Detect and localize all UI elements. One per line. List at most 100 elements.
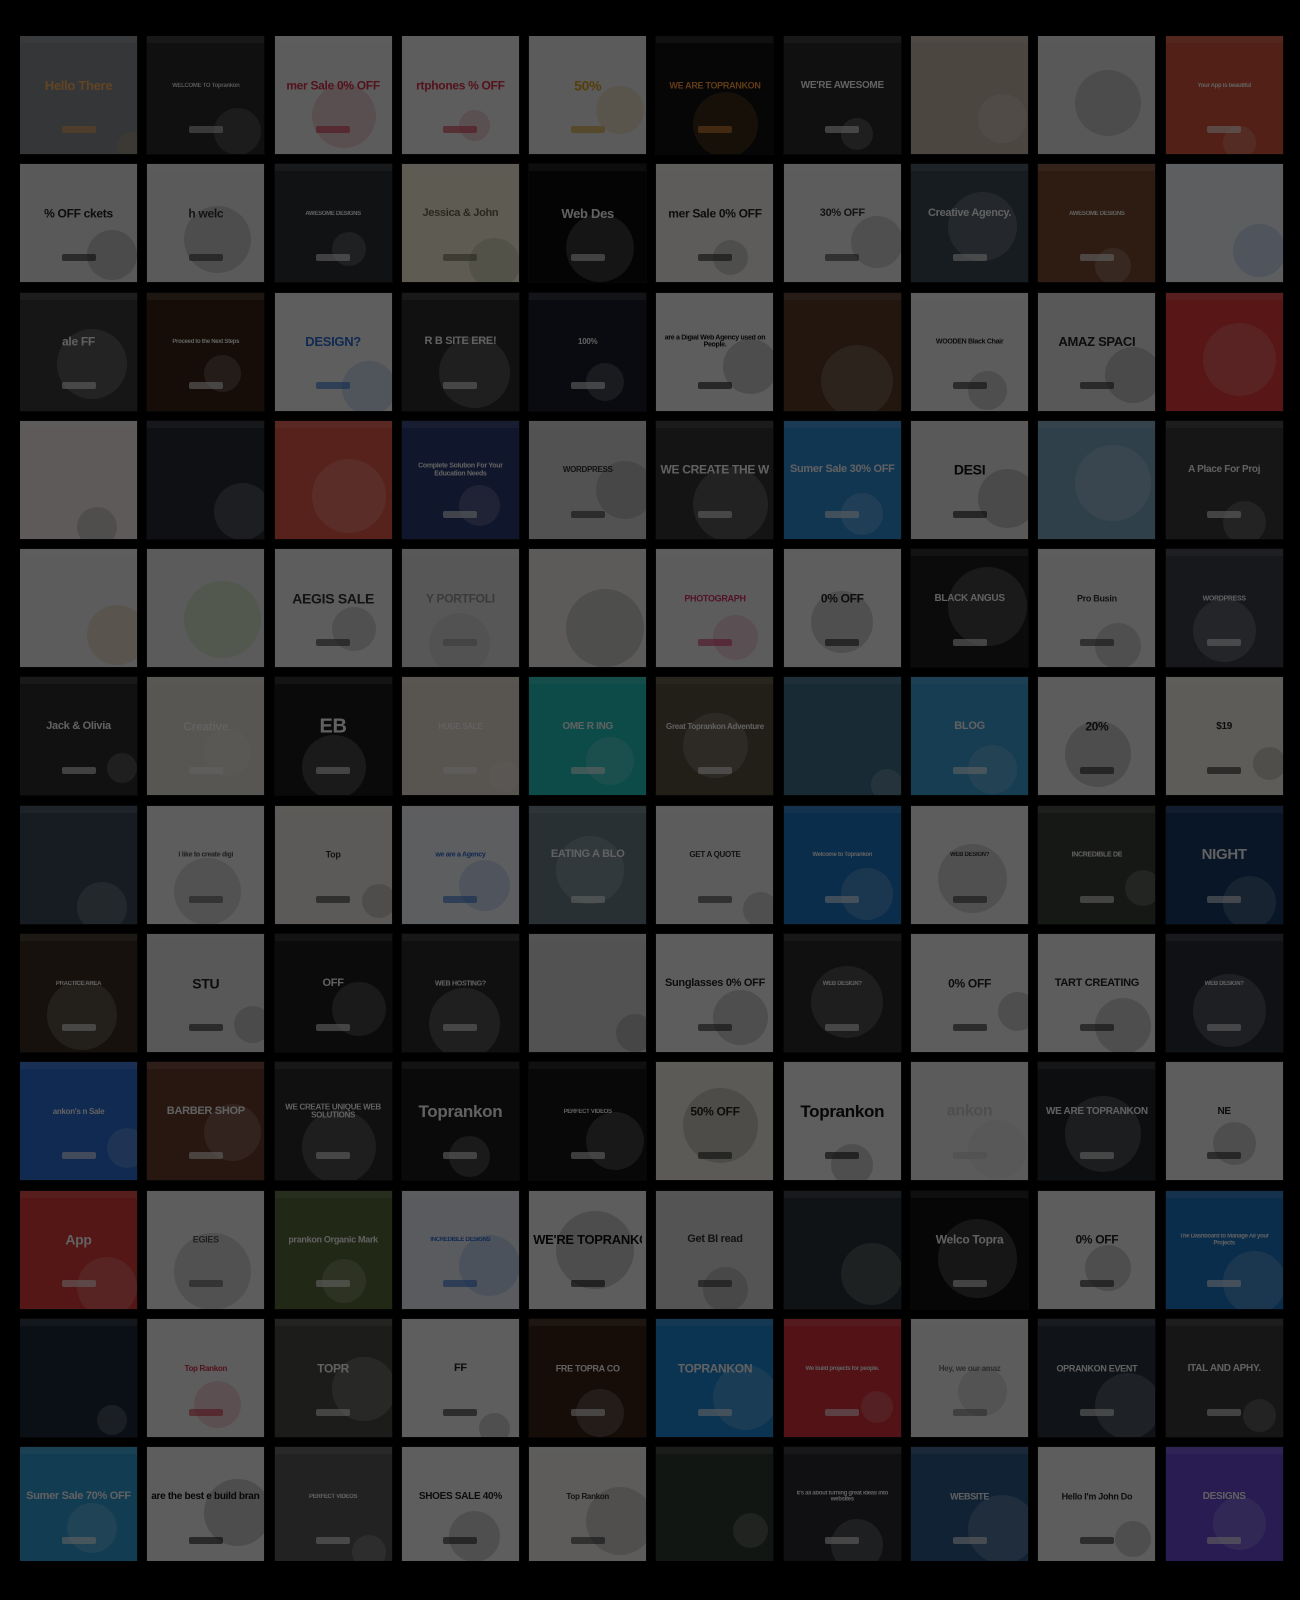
- thumbnail-image-shape: [1242, 1398, 1276, 1432]
- thumbnail-nav-bar: [401, 164, 519, 172]
- thumbnail-headline: WE'RE TOPRANKON.: [533, 1233, 642, 1248]
- thumbnail-nav-bar: [656, 1190, 774, 1198]
- thumbnail-cta-button: [61, 125, 96, 133]
- thumbnail-cta-button: [1207, 1537, 1242, 1545]
- theme-thumbnail: R B SITE ERE!: [401, 292, 519, 411]
- theme-thumbnail: WEB DESIGN?: [911, 805, 1029, 924]
- thumbnail-nav-bar: [274, 292, 392, 300]
- theme-preview-mosaic: Hello There WELCOME TO Toprankon mer Sale …: [20, 36, 1284, 1561]
- thumbnail-cta-button: [61, 1152, 96, 1160]
- theme-thumbnail: 50%: [529, 36, 647, 154]
- theme-thumbnail: EB: [274, 677, 392, 796]
- thumbnail-nav-bar: [401, 677, 519, 685]
- thumbnail-cta-button: [952, 1023, 987, 1031]
- thumbnail-headline: PERFECT VIDEOS: [309, 1493, 358, 1500]
- thumbnail-nav-bar: [147, 1190, 265, 1198]
- thumbnail-nav-bar: [783, 934, 901, 942]
- thumbnail-image-shape: [713, 615, 759, 661]
- thumbnail-image-shape: [107, 753, 137, 784]
- thumbnail-headline: ITAL AND APHY.: [1187, 1363, 1261, 1374]
- thumbnail-nav-bar: [20, 934, 137, 942]
- theme-thumbnail: Hello I'm John Do: [1038, 1447, 1156, 1561]
- theme-thumbnail: TART CREATING: [1038, 934, 1156, 1053]
- thumbnail-nav-bar: [911, 805, 1029, 813]
- thumbnail-cta-button: [316, 638, 351, 646]
- thumbnail-cta-button: [952, 510, 987, 518]
- theme-thumbnail: WEB HOSTING?: [401, 934, 519, 1053]
- theme-thumbnail: NE: [1165, 1062, 1283, 1181]
- theme-thumbnail: ITAL AND APHY.: [1165, 1318, 1283, 1437]
- theme-thumbnail: We build projects for people.: [783, 1318, 901, 1437]
- thumbnail-nav-bar: [274, 934, 392, 942]
- thumbnail-nav-bar: [1038, 677, 1156, 685]
- thumbnail-image-shape: [301, 735, 366, 796]
- thumbnail-headline: INCREDIBLE DE: [1071, 851, 1123, 859]
- thumbnail-nav-bar: [1038, 1190, 1156, 1198]
- thumbnail-headline: Welco Topra: [935, 1233, 1004, 1247]
- thumbnail-nav-bar: [1165, 1318, 1283, 1326]
- thumbnail-nav-bar: [274, 677, 392, 685]
- thumbnail-image-shape: [301, 1110, 376, 1181]
- thumbnail-cta-button: [697, 1023, 732, 1031]
- thumbnail-nav-bar: [20, 1190, 137, 1198]
- thumbnail-image-shape: [1075, 444, 1152, 521]
- thumbnail-nav-bar: [529, 1062, 647, 1070]
- thumbnail-headline: Hello There: [44, 78, 113, 93]
- theme-thumbnail: Hey, we our amaz: [911, 1318, 1029, 1437]
- thumbnail-image-shape: [1105, 346, 1156, 403]
- thumbnail-cta-button: [952, 638, 987, 646]
- thumbnail-cta-button: [1079, 1408, 1114, 1416]
- thumbnail-nav-bar: [1165, 36, 1283, 43]
- thumbnail-headline: EB: [319, 716, 347, 738]
- thumbnail-headline: 20%: [1085, 720, 1109, 734]
- thumbnail-cta-button: [443, 767, 478, 775]
- thumbnail-cta-button: [697, 767, 732, 775]
- thumbnail-image-shape: [174, 857, 242, 924]
- theme-thumbnail: Web Des: [529, 164, 647, 283]
- thumbnail-headline: we are a Agency: [435, 851, 486, 859]
- theme-thumbnail: % OFF ckets: [20, 164, 137, 283]
- thumbnail-cta-button: [316, 1280, 351, 1288]
- theme-thumbnail: ankon's n Sale: [20, 1062, 137, 1181]
- thumbnail-nav-bar: [20, 549, 137, 557]
- thumbnail-cta-button: [61, 1280, 96, 1288]
- theme-thumbnail: Great Toprankon Adventure: [656, 677, 774, 796]
- thumbnail-nav-bar: [1038, 292, 1156, 300]
- thumbnail-cta-button: [697, 895, 732, 903]
- theme-thumbnail: prankon Organic Mark: [274, 1190, 392, 1309]
- thumbnail-cta-button: [1079, 1023, 1114, 1031]
- theme-thumbnail: EGIES: [147, 1190, 265, 1309]
- thumbnail-headline: prankon Organic Mark: [288, 1235, 378, 1245]
- thumbnail-image-shape: [616, 1014, 647, 1053]
- thumbnail-nav-bar: [274, 1447, 392, 1455]
- thumbnail-cta-button: [952, 1537, 987, 1545]
- thumbnail-nav-bar: [147, 292, 265, 300]
- theme-thumbnail: 50% OFF: [656, 1062, 774, 1181]
- thumbnail-cta-button: [316, 1408, 351, 1416]
- thumbnail-image-shape: [743, 891, 774, 924]
- thumbnail-cta-button: [697, 125, 732, 133]
- thumbnail-nav-bar: [656, 677, 774, 685]
- thumbnail-nav-bar: [1165, 164, 1283, 172]
- thumbnail-image-shape: [830, 1144, 873, 1181]
- thumbnail-cta-button: [1079, 382, 1114, 390]
- thumbnail-nav-bar: [274, 1062, 392, 1070]
- theme-thumbnail: DESI: [911, 420, 1029, 539]
- thumbnail-nav-bar: [656, 805, 774, 813]
- thumbnail-cta-button: [570, 895, 605, 903]
- theme-thumbnail: AWESOME DESIGNS: [1038, 164, 1156, 283]
- thumbnail-nav-bar: [1038, 164, 1156, 172]
- thumbnail-nav-bar: [656, 1447, 774, 1455]
- thumbnail-nav-bar: [274, 805, 392, 813]
- thumbnail-image-shape: [478, 1412, 510, 1437]
- theme-thumbnail: 20%: [1038, 677, 1156, 796]
- thumbnail-nav-bar: [656, 934, 774, 942]
- thumbnail-headline: INCREDIBLE DESIGNS: [430, 1237, 491, 1244]
- thumbnail-cta-button: [316, 125, 351, 133]
- thumbnail-cta-button: [1207, 1408, 1242, 1416]
- thumbnail-headline: 0% OFF: [820, 592, 864, 606]
- thumbnail-nav-bar: [274, 36, 392, 43]
- theme-thumbnail: Proceed to the Next Steps: [147, 292, 265, 411]
- thumbnail-headline: Sunglasses 0% OFF: [664, 977, 765, 989]
- theme-thumbnail: WE'RE TOPRANKON.: [529, 1190, 647, 1309]
